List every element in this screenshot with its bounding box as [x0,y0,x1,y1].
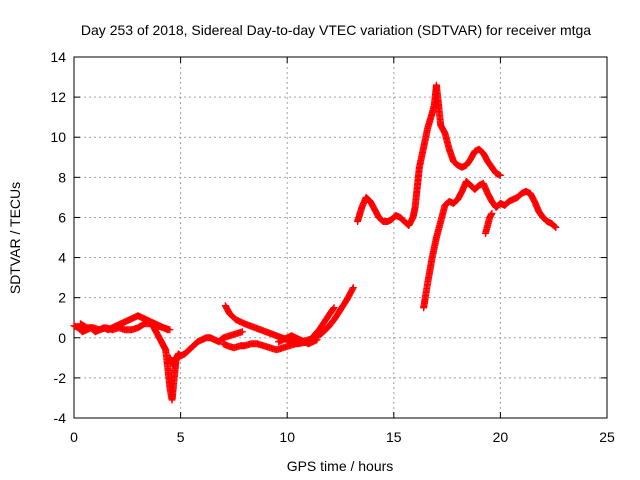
x-tick-label: 5 [177,429,185,445]
x-tick-label: 20 [493,429,509,445]
y-axis-label: SDTVAR / TECUs [7,182,23,294]
data-point [313,336,321,344]
data-point [488,209,496,217]
data-point [349,284,357,292]
y-tick-label: 10 [50,129,66,145]
data-point [496,171,504,179]
data-point [175,350,183,358]
data-point [166,326,174,334]
data-series [166,350,185,370]
data-point [330,304,338,312]
axis-ticks: -4 -2 0 2 4 6 8 10 12 14 0 5 10 15 20 25 [50,49,615,445]
x-axis-label: GPS time / hours [287,458,394,474]
y-tick-label: 4 [58,250,66,266]
y-tick-label: 2 [58,290,66,306]
data-series [481,209,496,237]
y-tick-label: 8 [58,169,66,185]
grid-lines [74,57,607,418]
data-series [149,322,246,404]
data-point [552,223,560,231]
data-series [354,81,504,229]
y-tick-label: 6 [58,209,66,225]
data-point [177,352,185,360]
y-tick-label: 14 [50,49,66,65]
plot-frame [73,56,608,419]
y-tick-label: -2 [54,370,67,386]
data-point [329,305,337,313]
y-tick-label: -4 [54,410,67,426]
y-tick-label: 0 [58,330,66,346]
x-tick-label: 0 [70,429,78,445]
data-series [275,332,321,348]
y-tick-label: 12 [50,89,66,105]
data-series [420,177,560,312]
x-tick-label: 25 [599,429,615,445]
data-point [238,328,246,336]
data-point [551,223,559,231]
data-point [176,351,184,359]
data-points [70,81,560,404]
data-series [76,320,174,334]
chart-title: Day 253 of 2018, Sidereal Day-to-day VTE… [81,22,591,38]
x-tick-label: 10 [279,429,295,445]
x-tick-label: 15 [386,429,402,445]
